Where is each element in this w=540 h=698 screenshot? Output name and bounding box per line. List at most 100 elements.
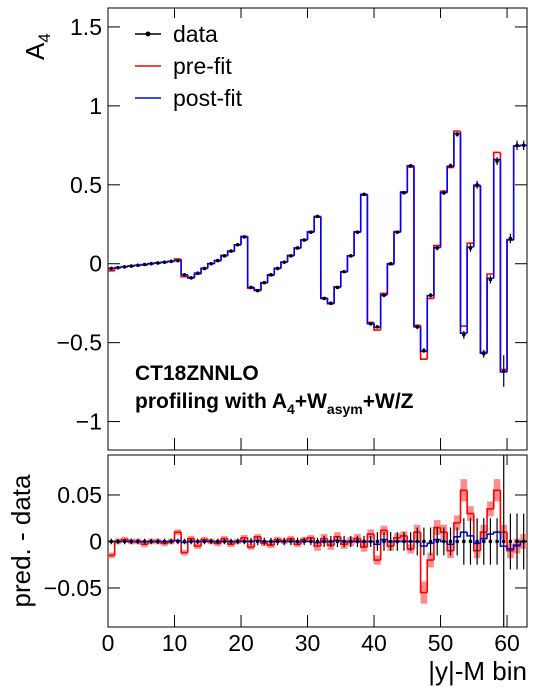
data-point [462, 332, 466, 337]
data-point [129, 539, 134, 544]
top-frame [107, 7, 528, 451]
step-line [499, 532, 508, 547]
data-point [515, 143, 519, 148]
data-point [455, 132, 459, 137]
step-line [386, 262, 394, 295]
step-line [439, 191, 448, 248]
data-point [521, 143, 526, 148]
step-line [226, 538, 235, 546]
data-point [408, 164, 413, 168]
step-line [346, 255, 355, 272]
step-line [472, 184, 481, 247]
data-point [195, 539, 200, 544]
data-point [262, 280, 267, 285]
legend-label: data [173, 21, 218, 47]
step-line [313, 537, 321, 547]
data-point [302, 238, 306, 242]
data-point [156, 261, 160, 265]
step-line [386, 263, 394, 294]
data-point [348, 539, 353, 544]
step-line [306, 536, 315, 540]
data-point [495, 159, 499, 163]
data-point [222, 539, 227, 544]
data-point [149, 261, 154, 266]
step-line [393, 536, 401, 547]
data-point [169, 539, 173, 544]
step-line [333, 286, 341, 304]
data-point [209, 539, 213, 544]
data-point [362, 539, 366, 544]
data-point [322, 296, 326, 301]
step-line [492, 489, 501, 509]
step-line [472, 185, 481, 244]
y-tick-label: 1 [89, 93, 102, 119]
data-point [156, 539, 160, 544]
x-label: |y|-M bin [428, 656, 527, 686]
step-line [506, 546, 514, 550]
step-line [479, 185, 488, 355]
data-point [382, 539, 386, 544]
data-point [176, 539, 180, 544]
data-point [162, 260, 167, 264]
data-point [275, 539, 280, 544]
data-point [362, 192, 366, 197]
step-line [459, 531, 468, 537]
step-line [399, 190, 408, 232]
step-line [180, 532, 188, 554]
step-line [406, 165, 414, 193]
data-point [249, 285, 253, 290]
step-line [426, 559, 434, 593]
data-point [448, 164, 453, 168]
step-line [453, 132, 461, 167]
step-line [313, 215, 321, 233]
data-point [242, 235, 247, 239]
data-point [149, 539, 154, 544]
data-point [289, 539, 293, 544]
step-line [379, 294, 388, 328]
step-line [393, 230, 401, 265]
step-line [266, 543, 275, 546]
step-line [506, 239, 514, 370]
step-line [246, 236, 255, 289]
data-point [202, 539, 207, 544]
step-line [446, 541, 454, 546]
x-tick-label: 30 [295, 630, 321, 656]
step-line [253, 536, 261, 548]
data-point [402, 539, 406, 544]
data-point [388, 261, 393, 266]
step-line [472, 513, 481, 552]
step-line [486, 508, 494, 533]
data-point [368, 539, 373, 544]
data-point [235, 242, 240, 247]
step-line [339, 271, 348, 287]
step-line [459, 489, 468, 523]
data-point [501, 539, 506, 544]
step-line [346, 255, 355, 273]
data-point [468, 246, 473, 250]
step-line [433, 538, 441, 544]
step-line [433, 244, 441, 299]
step-line [466, 242, 474, 327]
data-point [481, 351, 486, 356]
step-line [426, 542, 434, 547]
step-line [446, 532, 454, 552]
step-line [359, 194, 368, 232]
step-line [320, 537, 328, 547]
data-point [142, 262, 147, 267]
legend-label: post-fit [173, 85, 243, 111]
data-point [329, 539, 333, 544]
data-point [269, 539, 273, 544]
data-point [269, 272, 273, 277]
annotation: CT18ZNNLO [135, 362, 259, 385]
data-point [355, 539, 360, 544]
data-point [322, 539, 326, 544]
data-point [255, 539, 260, 544]
data-point [189, 539, 193, 544]
step-line [320, 216, 328, 300]
step-line [246, 236, 255, 290]
data-point [295, 246, 300, 250]
step-line [240, 536, 248, 542]
step-line [180, 260, 188, 276]
step-line [386, 530, 394, 547]
data-point [448, 539, 453, 544]
